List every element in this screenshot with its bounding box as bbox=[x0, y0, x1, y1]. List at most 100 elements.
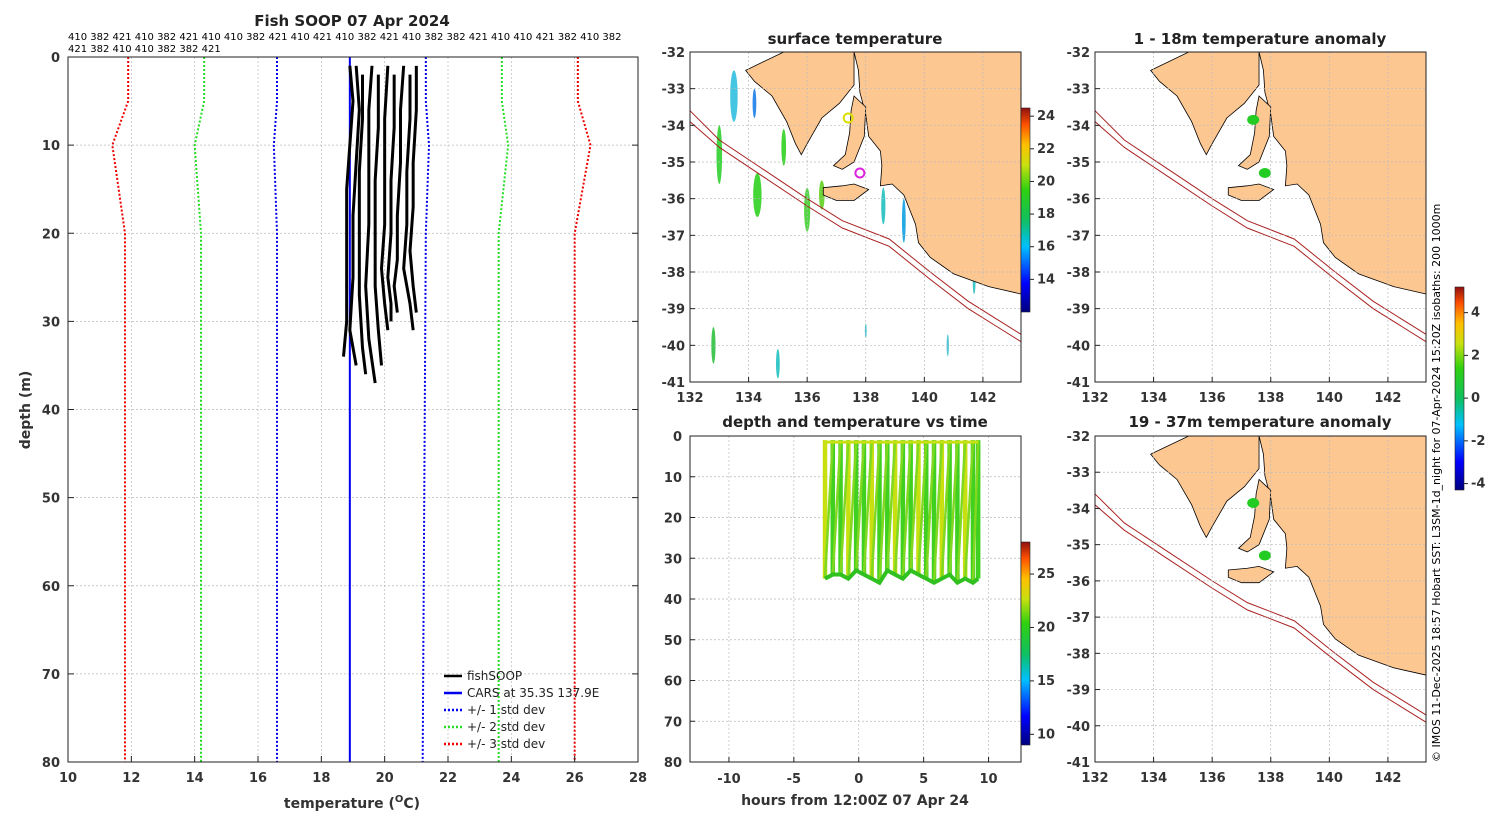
map-xtick-label: 142 bbox=[1374, 391, 1401, 406]
timeseries-xtick-label: -10 bbox=[717, 772, 741, 787]
std-dev-line bbox=[193, 57, 206, 762]
map-ytick-label: -37 bbox=[1067, 229, 1091, 244]
profile-ytick-label: 70 bbox=[42, 668, 60, 683]
cast-trace-link bbox=[831, 440, 842, 575]
anomaly2-ticks: 132 134 136 138 140 142 -32 -33 -34 -35 -36 -37 -38 -… bbox=[1067, 430, 1402, 786]
cast-trace-link bbox=[839, 440, 850, 575]
isobath-0 bbox=[1094, 493, 1427, 716]
fishsoop-profile-1 bbox=[348, 65, 361, 366]
map-ytick-label: -32 bbox=[1067, 430, 1091, 445]
surface-colorbar-tick-label: 18 bbox=[1037, 207, 1055, 222]
sst-patch bbox=[881, 187, 886, 225]
map-ytick-label: -34 bbox=[662, 119, 686, 134]
std-dev-line bbox=[421, 57, 431, 763]
profile-xtick-label: 28 bbox=[629, 771, 647, 786]
fishsoop-profile-0 bbox=[342, 65, 355, 357]
map-ytick-label: -37 bbox=[1067, 611, 1091, 626]
profile-ytick-label: 50 bbox=[42, 492, 60, 507]
profile-xtick-label: 20 bbox=[376, 771, 394, 786]
sst-patch bbox=[711, 327, 716, 364]
timeseries-xtick-label: 5 bbox=[919, 772, 928, 787]
anomaly-colorbar-tick-label: 0 bbox=[1471, 391, 1480, 406]
legend-std2: +/- 2 std dev bbox=[467, 720, 545, 734]
map-ytick-label: -33 bbox=[662, 83, 686, 98]
map-ytick-label: -33 bbox=[1067, 466, 1091, 481]
cast-trace-link bbox=[893, 440, 905, 575]
anomaly-colorbar: -4 -2 0 2 4 bbox=[1454, 286, 1485, 492]
anomaly2-map bbox=[1094, 435, 1427, 763]
map-ytick-label: -35 bbox=[662, 156, 686, 171]
surface-title: surface temperature bbox=[768, 30, 943, 48]
profile-ytick-label: 60 bbox=[42, 580, 60, 595]
map-ytick-label: -41 bbox=[1067, 756, 1091, 771]
timeseries-ticks: -10 -5 0 5 10 0 10 20 30 40 50 60 70 80 bbox=[664, 430, 998, 787]
land-eyre-peninsula bbox=[1150, 435, 1260, 539]
anomaly1-map bbox=[1094, 51, 1427, 383]
std-dev-line bbox=[111, 57, 130, 762]
timeseries-ytick-label: 60 bbox=[664, 675, 682, 690]
land-kangaroo-island bbox=[822, 183, 870, 201]
cast-trace-link bbox=[901, 440, 912, 579]
map-ytick-label: -40 bbox=[662, 339, 686, 354]
timeseries-colorbar-tick-label: 20 bbox=[1037, 620, 1055, 635]
anomaly-colorbar-tick-label: -4 bbox=[1471, 477, 1485, 492]
timeseries-colorbar-tick-label: 10 bbox=[1037, 727, 1055, 742]
cast-trace-link bbox=[909, 440, 920, 571]
cast-trace-link bbox=[847, 440, 858, 579]
profile-xtick-label: 26 bbox=[566, 771, 584, 786]
anomaly2-title: 19 - 37m temperature anomaly bbox=[1128, 413, 1391, 431]
map-ytick-label: -32 bbox=[1067, 46, 1091, 61]
surface-colorbar-bar bbox=[1020, 107, 1031, 313]
map-ytick-label: -38 bbox=[1067, 647, 1091, 662]
cast-trace-link bbox=[932, 440, 944, 583]
map-xtick-label: 136 bbox=[1199, 391, 1226, 406]
std-dev-line bbox=[573, 57, 592, 762]
map-ytick-label: -34 bbox=[1067, 502, 1091, 517]
surface-colorbar-tick-label: 20 bbox=[1037, 174, 1055, 189]
std-dev-line bbox=[497, 57, 510, 762]
cast-trace-link bbox=[963, 440, 975, 579]
map-xtick-label: 136 bbox=[794, 391, 821, 406]
timeseries-xtick-label: -5 bbox=[787, 772, 801, 787]
cast-trace-link bbox=[956, 440, 967, 583]
profile-ytick-label: 40 bbox=[42, 404, 60, 419]
anomaly1-title: 1 - 18m temperature anomaly bbox=[1134, 30, 1387, 48]
anomaly-colorbar-bar bbox=[1454, 286, 1465, 491]
map-xtick-label: 142 bbox=[969, 391, 996, 406]
map-xtick-label: 136 bbox=[1199, 771, 1226, 786]
map-ytick-label: -38 bbox=[1067, 266, 1091, 281]
profile-ytick-label: 30 bbox=[42, 315, 60, 330]
fishsoop-profile-3 bbox=[364, 65, 377, 384]
surface-colorbar-tick-label: 16 bbox=[1037, 240, 1055, 255]
profile-xtick-label: 12 bbox=[122, 771, 140, 786]
profile-ytick-label: 20 bbox=[42, 227, 60, 242]
timeseries-ytick-label: 10 bbox=[664, 471, 682, 486]
anomaly2-axes-frame bbox=[1094, 435, 1427, 763]
serial-labels-line2: 421 382 410 410 382 382 421 bbox=[68, 44, 221, 55]
timeseries-xtick-label: 0 bbox=[854, 772, 863, 787]
map-ytick-label: -34 bbox=[1067, 119, 1091, 134]
cast-trace-link bbox=[862, 440, 873, 575]
cast-location-marker bbox=[842, 112, 854, 124]
map-xtick-label: 132 bbox=[676, 391, 703, 406]
profile-ylabel: depth (m) bbox=[18, 371, 34, 449]
sst-patch bbox=[901, 198, 906, 243]
land-kangaroo-island bbox=[1227, 183, 1275, 201]
cast-trace-link bbox=[870, 440, 881, 579]
profile-ytick-label: 10 bbox=[42, 139, 60, 154]
timeseries-colorbar-tick-label: 15 bbox=[1037, 674, 1055, 689]
timeseries-colorbar-tick-label: 25 bbox=[1037, 567, 1055, 582]
land-eyre-peninsula bbox=[745, 51, 855, 156]
timeseries-title: depth and temperature vs time bbox=[722, 413, 988, 431]
fishsoop-profile-5 bbox=[379, 65, 390, 331]
anomaly-colorbar-tick-label: 2 bbox=[1471, 348, 1480, 363]
map-ytick-label: -41 bbox=[1067, 376, 1091, 391]
map-xtick-label: 138 bbox=[1257, 771, 1284, 786]
surface-ticks: 132 134 136 138 140 142 -32 -33 -34 -35 -36 -37 -38 -… bbox=[662, 46, 997, 406]
map-ytick-label: -39 bbox=[1067, 303, 1091, 318]
map-xtick-label: 132 bbox=[1081, 391, 1108, 406]
sst-patch bbox=[781, 129, 787, 166]
timeseries-xtick-label: 10 bbox=[980, 772, 998, 787]
anomaly1-axes-frame bbox=[1094, 51, 1427, 383]
profile-xtick-label: 18 bbox=[312, 771, 330, 786]
